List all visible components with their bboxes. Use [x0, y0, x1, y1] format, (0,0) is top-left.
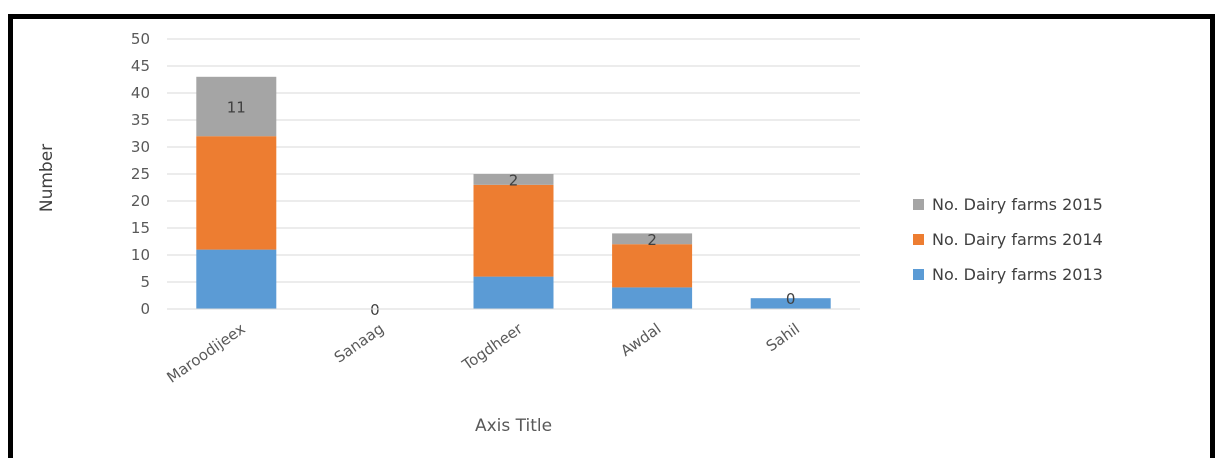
y-tick-label: 25 — [131, 165, 150, 183]
legend-swatch — [913, 234, 924, 245]
bar-segment — [612, 244, 693, 288]
y-tick-label: 10 — [131, 246, 150, 264]
bar-segment — [196, 136, 277, 250]
data-label: 2 — [509, 171, 519, 189]
x-category-label: Togdheer — [458, 319, 526, 374]
bar-segment — [612, 287, 693, 309]
y-tick-label: 20 — [131, 192, 150, 210]
y-tick-label: 45 — [131, 57, 150, 75]
bar-segment — [473, 184, 554, 277]
bar-segment — [196, 249, 277, 309]
y-tick-label: 0 — [140, 300, 150, 318]
y-axis-title: Number — [37, 144, 57, 212]
legend: No. Dairy farms 2015 No. Dairy farms 2014… — [913, 195, 1103, 284]
legend-swatch — [913, 199, 924, 210]
bar-segment — [473, 174, 554, 185]
data-label: 2 — [647, 231, 657, 249]
x-category-label: Sahil — [763, 320, 803, 356]
data-label: 0 — [786, 290, 796, 308]
y-tick-label: 30 — [131, 138, 150, 156]
bar-segment — [196, 76, 277, 137]
x-axis-categories: Maroodijeex Sanaag Togdheer Awdal Sahil — [164, 319, 803, 387]
bar-segment — [612, 233, 693, 245]
chart-frame — [8, 14, 1215, 458]
y-axis-ticks: 0 5 10 15 20 25 30 35 40 45 50 — [131, 30, 150, 318]
bar-segment — [473, 276, 554, 309]
data-label: 0 — [370, 301, 380, 319]
data-labels: 11 0 2 2 0 — [227, 99, 796, 320]
bar-segment — [750, 298, 831, 309]
bars — [196, 76, 831, 309]
legend-entry: No. Dairy farms 2014 — [932, 230, 1103, 249]
y-tick-label: 15 — [131, 219, 150, 237]
y-tick-label: 5 — [140, 273, 150, 291]
legend-entry: No. Dairy farms 2015 — [932, 195, 1103, 214]
legend-swatch — [913, 269, 924, 280]
y-tick-label: 50 — [131, 30, 150, 48]
x-category-label: Maroodijeex — [164, 319, 249, 386]
x-category-label: Awdal — [617, 320, 664, 360]
data-label: 11 — [227, 99, 246, 117]
legend-entry: No. Dairy farms 2013 — [932, 265, 1103, 284]
y-tick-label: 35 — [131, 111, 150, 129]
y-tick-label: 40 — [131, 84, 150, 102]
x-category-label: Sanaag — [331, 320, 387, 367]
x-axis-title: Axis Title — [475, 416, 552, 436]
